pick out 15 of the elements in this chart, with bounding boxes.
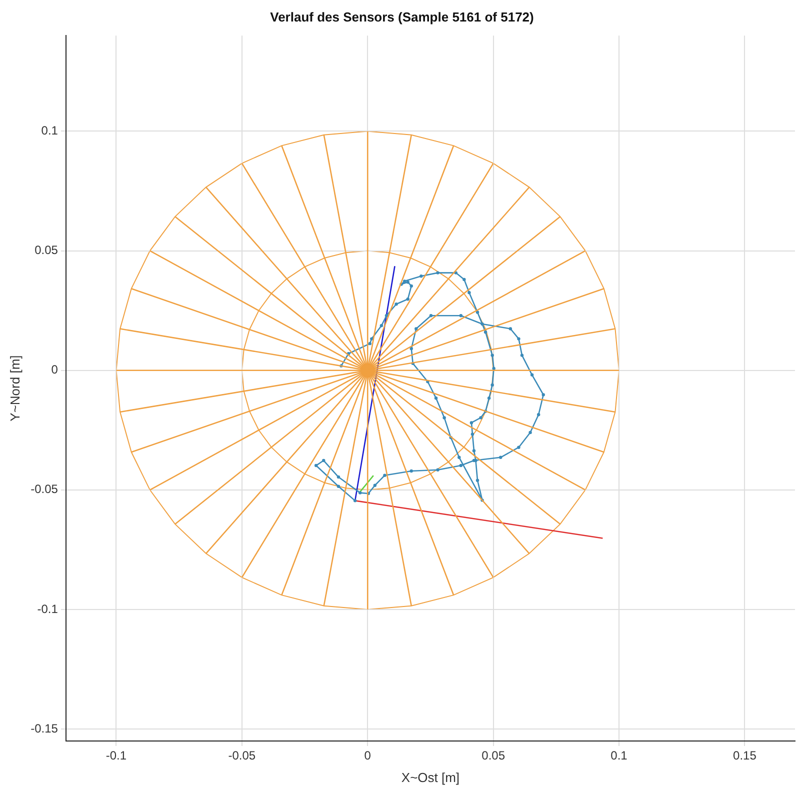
y-tick-label: 0 xyxy=(51,362,58,377)
y-tick-label: -0.1 xyxy=(37,602,58,616)
y-tick-label: -0.15 xyxy=(30,721,58,736)
x-axis-title: X~Ost [m] xyxy=(401,770,460,785)
x-tick-label: 0 xyxy=(364,748,372,763)
x-tick-label: -0.1 xyxy=(106,748,127,763)
y-tick-label: 0.05 xyxy=(34,243,58,258)
x-tick-label: -0.05 xyxy=(228,748,256,763)
chart-title: Verlauf des Sensors (Sample 5161 of 5172) xyxy=(270,9,534,24)
y-axis-title: Y~Nord [m] xyxy=(7,355,22,422)
y-tick-label: -0.05 xyxy=(30,482,58,496)
x-tick-label: 0.15 xyxy=(733,748,757,763)
x-tick-label: 0.1 xyxy=(610,748,628,763)
x-tick-label: 0.05 xyxy=(482,748,506,763)
y-tick-label: 0.1 xyxy=(41,124,58,138)
